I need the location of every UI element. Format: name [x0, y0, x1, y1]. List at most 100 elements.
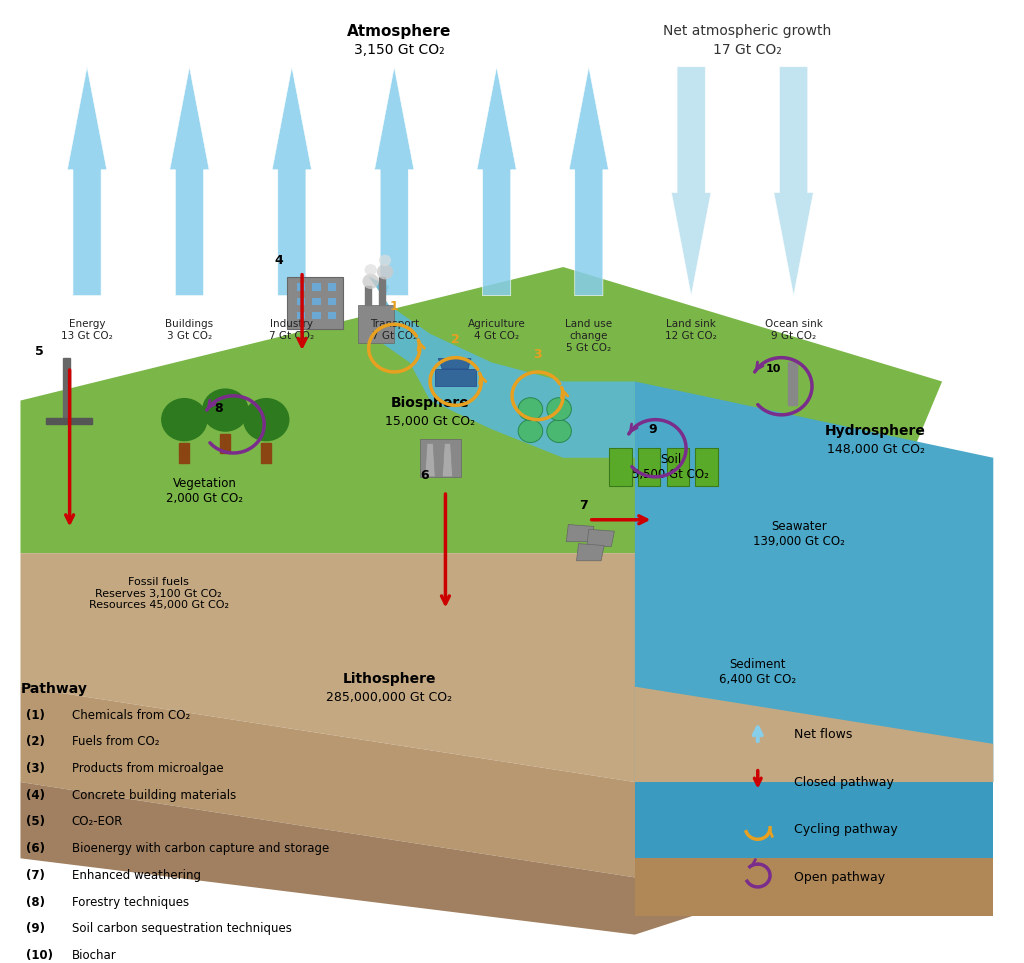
Bar: [297, 283, 305, 291]
Polygon shape: [68, 66, 106, 296]
Circle shape: [547, 398, 571, 421]
Polygon shape: [379, 276, 385, 305]
Text: 10: 10: [765, 364, 781, 374]
Polygon shape: [477, 66, 516, 296]
Text: Concrete building materials: Concrete building materials: [72, 789, 236, 802]
Polygon shape: [635, 782, 993, 858]
Polygon shape: [672, 66, 711, 296]
Polygon shape: [577, 543, 604, 560]
Text: Pathway: Pathway: [20, 682, 87, 696]
Text: Buildings
3 Gt CO₂: Buildings 3 Gt CO₂: [166, 320, 213, 341]
Text: Closed pathway: Closed pathway: [794, 775, 894, 789]
Text: Vegetation
2,000 Gt CO₂: Vegetation 2,000 Gt CO₂: [166, 477, 244, 505]
Text: Transport
7 Gt CO₂: Transport 7 Gt CO₂: [370, 320, 419, 341]
Text: 285,000,000 Gt CO₂: 285,000,000 Gt CO₂: [326, 691, 453, 705]
Text: Products from microalgae: Products from microalgae: [72, 762, 223, 775]
Polygon shape: [788, 362, 797, 405]
Text: Net flows: Net flows: [794, 728, 852, 741]
Text: 8: 8: [214, 402, 222, 415]
Text: Seawater
139,000 Gt CO₂: Seawater 139,000 Gt CO₂: [753, 520, 845, 548]
Bar: [609, 448, 632, 486]
Text: Sediment
6,400 Gt CO₂: Sediment 6,400 Gt CO₂: [719, 658, 797, 686]
Circle shape: [203, 389, 248, 431]
Polygon shape: [179, 444, 189, 462]
Polygon shape: [425, 444, 435, 477]
Polygon shape: [20, 553, 870, 782]
Polygon shape: [348, 267, 635, 457]
Text: Forestry techniques: Forestry techniques: [72, 896, 188, 908]
Bar: [312, 312, 321, 320]
Text: (7): (7): [26, 869, 44, 882]
Polygon shape: [635, 687, 993, 782]
Polygon shape: [569, 66, 608, 296]
Bar: [435, 369, 476, 386]
Text: 4: 4: [274, 254, 283, 267]
Circle shape: [377, 264, 393, 279]
Polygon shape: [220, 434, 230, 453]
Text: Biosphere: Biosphere: [391, 396, 469, 410]
Bar: [297, 312, 305, 320]
Bar: [328, 283, 336, 291]
Polygon shape: [46, 418, 92, 425]
Text: 2: 2: [452, 333, 460, 346]
Polygon shape: [438, 358, 471, 369]
Text: Open pathway: Open pathway: [794, 871, 885, 884]
Circle shape: [518, 420, 543, 443]
Text: Chemicals from CO₂: Chemicals from CO₂: [72, 709, 189, 721]
Text: Land sink
12 Gt CO₂: Land sink 12 Gt CO₂: [666, 320, 717, 341]
Text: Net atmospheric growth: Net atmospheric growth: [664, 24, 831, 38]
Bar: [695, 448, 718, 486]
Polygon shape: [261, 444, 271, 462]
Circle shape: [518, 398, 543, 421]
Text: Energy
13 Gt CO₂: Energy 13 Gt CO₂: [61, 320, 113, 341]
Text: Fossil fuels
Reserves 3,100 Gt CO₂
Resources 45,000 Gt CO₂: Fossil fuels Reserves 3,100 Gt CO₂ Resou…: [89, 577, 228, 611]
Text: 1: 1: [390, 299, 398, 313]
Bar: [638, 448, 660, 486]
Text: Lithosphere: Lithosphere: [342, 672, 436, 687]
Text: Industry
7 Gt CO₂: Industry 7 Gt CO₂: [269, 320, 314, 341]
Text: Hydrosphere: Hydrosphere: [825, 425, 926, 438]
Polygon shape: [272, 66, 311, 296]
Text: (1): (1): [26, 709, 44, 721]
Text: 9: 9: [648, 423, 656, 436]
Text: (10): (10): [26, 949, 52, 962]
Bar: [297, 298, 305, 305]
Circle shape: [365, 264, 377, 275]
Polygon shape: [20, 267, 942, 553]
Text: 3,150 Gt CO₂: 3,150 Gt CO₂: [354, 43, 444, 57]
Polygon shape: [0, 0, 1024, 553]
Circle shape: [362, 273, 379, 289]
Polygon shape: [20, 687, 870, 877]
Text: (5): (5): [26, 816, 45, 828]
Polygon shape: [635, 858, 993, 916]
Text: 15,000 Gt CO₂: 15,000 Gt CO₂: [385, 415, 475, 428]
Text: Cycling pathway: Cycling pathway: [794, 823, 897, 836]
Polygon shape: [774, 66, 813, 296]
Bar: [328, 312, 336, 320]
Circle shape: [244, 399, 289, 441]
Text: (2): (2): [26, 736, 44, 748]
Polygon shape: [365, 286, 371, 305]
Text: Ocean sink
9 Gt CO₂: Ocean sink 9 Gt CO₂: [765, 320, 822, 341]
Circle shape: [379, 254, 391, 266]
Text: 5: 5: [35, 345, 43, 357]
Text: Enhanced weathering: Enhanced weathering: [72, 869, 201, 882]
Text: CO₂-EOR: CO₂-EOR: [72, 816, 123, 828]
Text: 17 Gt CO₂: 17 Gt CO₂: [713, 43, 782, 57]
Polygon shape: [20, 782, 870, 935]
Text: (6): (6): [26, 842, 45, 855]
Text: (8): (8): [26, 896, 45, 908]
Text: (9): (9): [26, 923, 45, 935]
Bar: [312, 283, 321, 291]
Polygon shape: [635, 381, 993, 782]
Circle shape: [162, 399, 207, 441]
Bar: [358, 305, 394, 344]
Text: Land use
change
5 Gt CO₂: Land use change 5 Gt CO₂: [565, 320, 612, 352]
Bar: [667, 448, 689, 486]
Text: Biochar: Biochar: [72, 949, 117, 962]
Text: 3: 3: [534, 348, 542, 360]
Text: (3): (3): [26, 762, 44, 775]
Text: Soil carbon sequestration techniques: Soil carbon sequestration techniques: [72, 923, 292, 935]
Circle shape: [547, 420, 571, 443]
Text: 7: 7: [580, 499, 588, 512]
